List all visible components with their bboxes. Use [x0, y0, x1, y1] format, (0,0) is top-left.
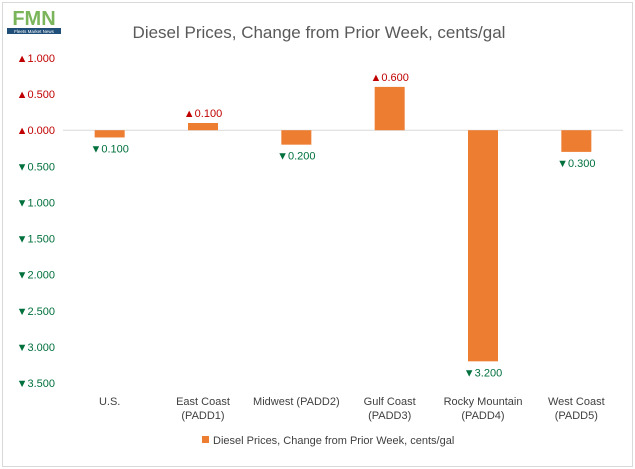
data-label: ▼0.100 [90, 143, 128, 155]
data-label: ▼0.200 [277, 151, 315, 163]
bar-series [94, 86, 592, 362]
logo-tagline: Fleets Market News [14, 29, 55, 34]
bar-chart: Diesel Prices, Change from Prior Week, c… [17, 23, 623, 447]
logo-letters: FMN [12, 8, 55, 30]
y-tick-label: ▲0.000 [17, 125, 55, 137]
y-tick-label: ▼1.000 [17, 197, 55, 209]
y-tick-label: ▼2.000 [17, 270, 55, 282]
data-label: ▲0.600 [370, 72, 408, 84]
legend-label: Diesel Prices, Change from Prior Week, c… [213, 435, 454, 447]
x-tick-label: Gulf Coast (PADD3) [364, 396, 416, 422]
y-axis: ▲1.000 ▲0.500 ▲0.000 ▼0.500 ▼1.000 ▼1.500 ▼2.0… [17, 53, 623, 390]
bar [374, 86, 405, 131]
data-label: ▼3.200 [464, 367, 502, 379]
bar [188, 123, 218, 131]
logo-tagline-band [7, 28, 61, 34]
x-tick-label: Midwest (PADD2) [253, 396, 340, 408]
x-tick-label: East Coast (PADD1) [176, 396, 230, 422]
data-label: ▲0.100 [184, 108, 222, 120]
bar [281, 130, 312, 145]
bar [561, 130, 592, 152]
fmn-logo: FMN Fleets Market News [7, 7, 61, 34]
bar [468, 130, 498, 362]
bar [94, 130, 125, 138]
y-tick-label: ▼1.500 [17, 234, 55, 246]
y-tick-label: ▼2.500 [17, 306, 55, 318]
x-tick-label: U.S. [99, 396, 120, 408]
legend: Diesel Prices, Change from Prior Week, c… [202, 435, 454, 447]
y-tick-label: ▲1.000 [17, 53, 55, 65]
chart-title: Diesel Prices, Change from Prior Week, c… [133, 23, 506, 42]
y-tick-label: ▼3.000 [17, 342, 55, 354]
x-tick-label: West Coast (PADD5) [548, 396, 605, 422]
data-labels: ▼0.100 ▲0.100 ▼0.200 ▲0.600 ▼3.200 ▼0.300 [90, 72, 595, 379]
x-axis: U.S. East Coast (PADD1) Midwest (PADD2) Gulf… [99, 396, 605, 422]
y-tick-label: ▼3.500 [17, 378, 55, 390]
y-tick-label: ▼0.500 [17, 161, 55, 173]
legend-swatch [202, 436, 209, 443]
x-tick-label: Rocky Mountain (PADD4) [444, 396, 523, 422]
y-tick-label: ▲0.500 [17, 89, 55, 101]
data-label: ▼0.300 [557, 158, 595, 170]
